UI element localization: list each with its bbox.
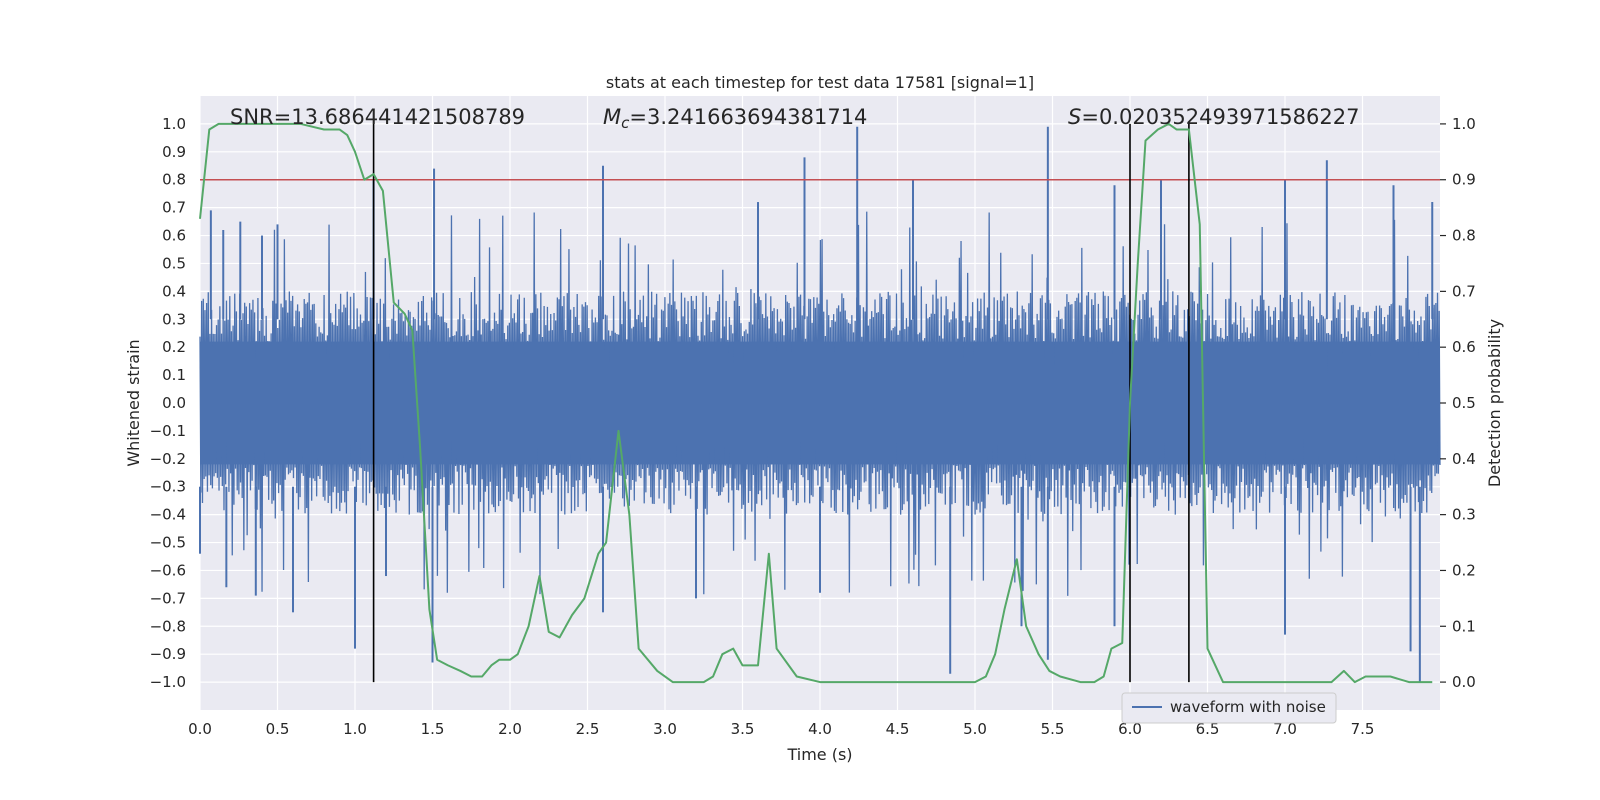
x-tick-15: 7.5 [1351, 720, 1375, 738]
y-ticks-right: 1.0 0.9 0.8 0.7 0.6 0.5 0.4 0.3 0.2 0.1 0.0 [1440, 115, 1476, 691]
x-tick-10: 5.0 [963, 720, 987, 738]
y-tick-right-9: 0.1 [1452, 617, 1476, 635]
s-annotation: S=0.020352493971586227 [1068, 105, 1359, 129]
x-tick-14: 7.0 [1273, 720, 1297, 738]
waveform-line [199, 211, 1441, 596]
x-tick-11: 5.5 [1041, 720, 1065, 738]
y-tick-left-19: −0.9 [150, 645, 186, 663]
y-tick-right-5: 0.5 [1452, 394, 1476, 412]
mc-annotation: Mc=3.241663694381714 [603, 105, 867, 132]
y-tick-right-2: 0.8 [1452, 227, 1476, 245]
y-tick-left-1: 0.9 [162, 143, 186, 161]
x-axis-label: Time (s) [786, 745, 852, 764]
x-tick-12: 6.0 [1118, 720, 1142, 738]
y-tick-right-7: 0.3 [1452, 506, 1476, 524]
y-ticks-left: 1.0 0.9 0.8 0.7 0.6 0.5 0.4 0.3 0.2 0.1 0.0 −0.1 −0.… [150, 115, 186, 691]
y-tick-left-20: −1.0 [150, 673, 186, 691]
probability-line [199, 122, 1433, 684]
y-tick-left-12: −0.2 [150, 450, 186, 468]
x-tick-2: 1.0 [343, 720, 367, 738]
probability-series [199, 122, 1433, 684]
waveform-series [199, 126, 1441, 683]
x-tick-6: 3.0 [653, 720, 677, 738]
snr-annotation: SNR=13.686441421508789 [230, 105, 525, 129]
y-tick-left-6: 0.4 [162, 282, 186, 300]
y-tick-right-3: 0.7 [1452, 282, 1476, 300]
y-tick-left-2: 0.8 [162, 171, 186, 189]
x-tick-0: 0.0 [188, 720, 212, 738]
y-tick-left-8: 0.2 [162, 338, 186, 356]
y-axis-label-right: Detection probability [1485, 319, 1504, 487]
y-tick-left-16: −0.6 [150, 561, 186, 579]
chart-title: stats at each timestep for test data 175… [606, 73, 1034, 92]
x-tick-13: 6.5 [1196, 720, 1220, 738]
y-tick-right-0: 1.0 [1452, 115, 1476, 133]
x-tick-8: 4.0 [808, 720, 832, 738]
y-tick-right-10: 0.0 [1452, 673, 1476, 691]
y-tick-left-7: 0.3 [162, 310, 186, 328]
y-tick-left-3: 0.7 [162, 199, 186, 217]
legend: waveform with noise [1121, 692, 1337, 724]
x-tick-7: 3.5 [731, 720, 755, 738]
x-ticks: 0.0 0.5 1.0 1.5 2.0 2.5 3.0 3.5 4.0 4.5 5.0 5.5 6.0 6… [188, 720, 1374, 738]
y-tick-left-0: 1.0 [162, 115, 186, 133]
y-tick-left-15: −0.5 [150, 534, 186, 552]
legend-entry: waveform with noise [1170, 698, 1326, 716]
y-axis-label-left: Whitened strain [124, 339, 143, 466]
x-tick-9: 4.5 [886, 720, 910, 738]
y-tick-left-13: −0.3 [150, 478, 186, 496]
y-tick-left-9: 0.1 [162, 366, 186, 384]
y-tick-right-6: 0.4 [1452, 450, 1476, 468]
y-tick-right-8: 0.2 [1452, 561, 1476, 579]
y-tick-right-4: 0.6 [1452, 338, 1476, 356]
y-tick-left-10: 0.0 [162, 394, 186, 412]
y-tick-left-14: −0.4 [150, 506, 186, 524]
x-tick-3: 1.5 [421, 720, 445, 738]
x-tick-4: 2.0 [498, 720, 522, 738]
x-tick-5: 2.5 [576, 720, 600, 738]
x-tick-1: 0.5 [266, 720, 290, 738]
y-tick-right-1: 0.9 [1452, 171, 1476, 189]
y-tick-left-17: −0.7 [150, 589, 186, 607]
y-tick-left-4: 0.6 [162, 227, 186, 245]
y-tick-left-18: −0.8 [150, 617, 186, 635]
legend-box [1121, 692, 1337, 724]
y-tick-left-11: −0.1 [150, 422, 186, 440]
y-tick-left-5: 0.5 [162, 254, 186, 272]
